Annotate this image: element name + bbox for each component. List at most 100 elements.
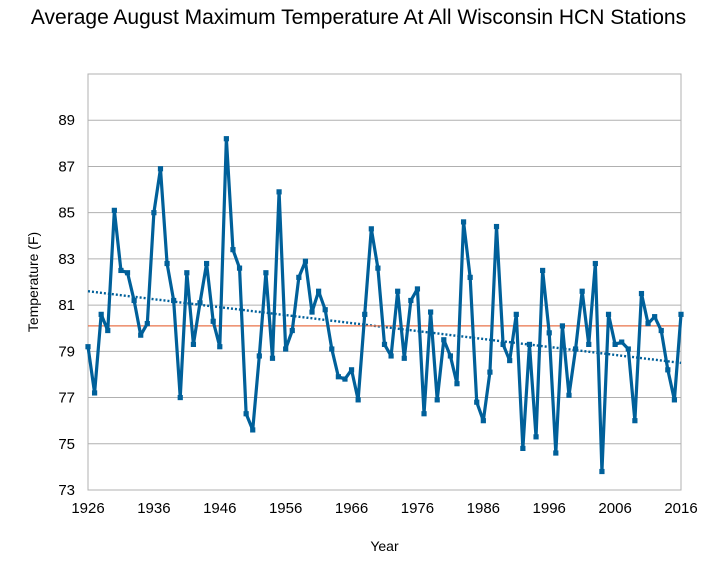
data-point	[157, 166, 164, 172]
x-tick-label: 1986	[467, 500, 500, 517]
data-point	[91, 390, 98, 396]
data-point	[652, 314, 658, 320]
data-point	[428, 309, 434, 315]
data-point	[447, 353, 453, 359]
data-point	[572, 346, 579, 352]
data-point	[605, 311, 612, 317]
x-tick-label: 1926	[71, 500, 104, 517]
series-layer	[85, 136, 684, 475]
data-point	[85, 344, 91, 350]
y-axis-label: Temperature (F)	[25, 232, 41, 332]
data-point	[454, 381, 460, 387]
data-point	[171, 297, 177, 304]
data-point	[296, 274, 302, 280]
data-point	[665, 367, 671, 373]
x-tick-label: 2006	[598, 500, 631, 517]
x-tick-label: 2016	[664, 500, 697, 517]
y-tick-label: 77	[58, 390, 75, 407]
x-tick-label: 1946	[203, 500, 236, 517]
data-point	[217, 344, 223, 350]
data-point	[671, 397, 678, 403]
data-point	[480, 418, 486, 424]
data-point	[276, 189, 282, 195]
y-tick-label: 87	[58, 158, 75, 175]
data-point	[546, 330, 552, 336]
data-point	[184, 270, 190, 276]
data-point	[368, 226, 374, 232]
data-point	[421, 411, 427, 417]
data-point	[283, 346, 289, 352]
y-tick-label: 81	[58, 297, 75, 314]
data-point	[302, 258, 309, 264]
data-point	[190, 341, 197, 347]
x-axis-label: Year	[370, 538, 399, 554]
data-point	[335, 374, 341, 380]
x-tick-label: 1976	[401, 500, 434, 517]
data-point	[395, 288, 401, 294]
data-point	[559, 323, 565, 329]
data-point	[513, 311, 519, 317]
data-point	[177, 394, 183, 401]
data-point	[381, 341, 388, 347]
x-tick-label: 1996	[533, 500, 566, 517]
data-point	[586, 341, 592, 347]
data-point	[625, 346, 631, 352]
data-point	[124, 270, 131, 276]
data-point	[566, 392, 572, 398]
data-point	[329, 346, 335, 352]
data-point	[256, 353, 262, 359]
data-point	[645, 321, 651, 327]
data-point	[316, 288, 322, 294]
data-point	[322, 307, 328, 313]
data-point	[599, 468, 605, 475]
data-point	[487, 369, 493, 375]
data-point	[375, 265, 381, 271]
y-tick-label: 75	[58, 436, 75, 453]
data-point	[658, 327, 664, 334]
trend-line	[87, 290, 682, 365]
data-point	[236, 265, 243, 271]
data-point	[204, 260, 210, 267]
data-point	[579, 288, 585, 294]
data-point	[408, 297, 414, 304]
data-point	[118, 267, 124, 274]
data-point	[289, 327, 295, 334]
x-tick-label: 1956	[269, 500, 302, 517]
data-point	[151, 210, 157, 216]
data-point	[263, 270, 269, 276]
data-point	[619, 339, 625, 345]
data-point	[638, 290, 645, 297]
data-point	[269, 355, 276, 361]
data-point	[138, 332, 144, 338]
data-point	[678, 311, 684, 317]
data-point	[533, 434, 539, 440]
data-point	[230, 247, 236, 253]
data-point	[507, 357, 513, 364]
data-point	[144, 321, 150, 327]
data-point	[553, 450, 559, 456]
data-point	[474, 399, 480, 405]
data-point	[414, 286, 421, 292]
y-tick-label: 73	[58, 482, 75, 499]
data-point	[434, 397, 440, 403]
data-point	[592, 260, 598, 267]
data-point	[493, 223, 500, 230]
x-tick-label: 1966	[335, 500, 368, 517]
data-point	[460, 219, 467, 225]
y-tick-label: 85	[58, 205, 75, 222]
data-point	[401, 355, 407, 361]
x-tick-label: 1936	[137, 500, 170, 517]
data-point	[520, 445, 526, 451]
plot-frame	[87, 73, 682, 491]
data-point	[526, 341, 533, 347]
data-point	[540, 267, 546, 274]
data-point	[309, 309, 315, 315]
y-tick-label: 79	[58, 343, 75, 360]
data-point	[342, 376, 348, 382]
data-point	[250, 427, 256, 433]
data-point	[111, 207, 117, 213]
data-point	[210, 318, 216, 324]
y-tick-label: 89	[58, 112, 75, 129]
data-point	[197, 300, 203, 306]
